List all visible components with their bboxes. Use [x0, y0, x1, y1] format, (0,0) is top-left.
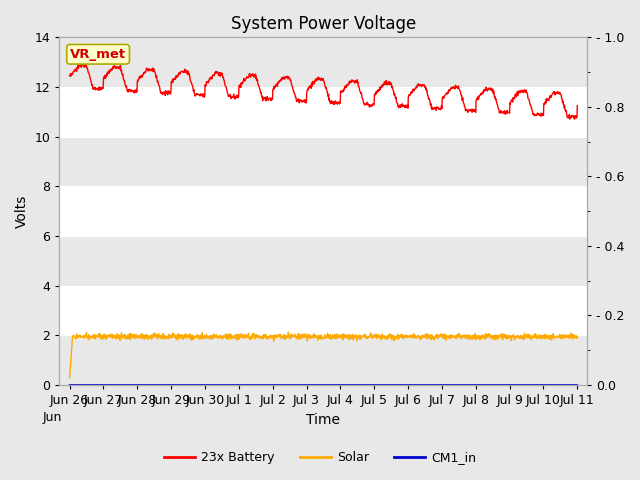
Legend: 23x Battery, Solar, CM1_in: 23x Battery, Solar, CM1_in [159, 446, 481, 469]
Bar [60, 137, 588, 186]
Y-axis label: Volts: Volts [15, 194, 29, 228]
Bar [60, 236, 588, 286]
Bar [60, 286, 588, 336]
Text: VR_met: VR_met [70, 48, 126, 61]
X-axis label: Time: Time [307, 413, 340, 427]
Bar [60, 336, 588, 385]
Bar [60, 186, 588, 236]
Bar [60, 87, 588, 137]
Title: System Power Voltage: System Power Voltage [231, 15, 416, 33]
Bar [60, 37, 588, 87]
Text: Jun: Jun [43, 411, 62, 424]
